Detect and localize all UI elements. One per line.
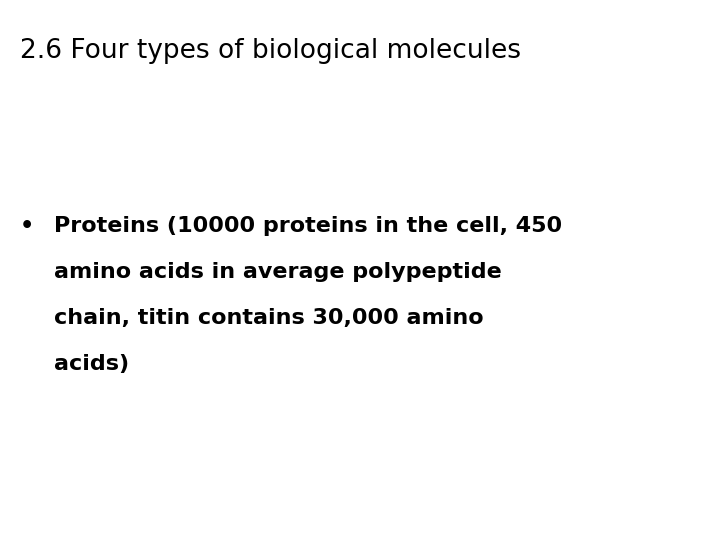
Text: chain, titin contains 30,000 amino: chain, titin contains 30,000 amino <box>54 308 484 328</box>
Text: •: • <box>20 216 35 236</box>
Text: acids): acids) <box>54 354 129 374</box>
Text: 2.6 Four types of biological molecules: 2.6 Four types of biological molecules <box>20 38 521 64</box>
Text: amino acids in average polypeptide: amino acids in average polypeptide <box>54 262 502 282</box>
Text: Proteins (10000 proteins in the cell, 450: Proteins (10000 proteins in the cell, 45… <box>54 216 562 236</box>
